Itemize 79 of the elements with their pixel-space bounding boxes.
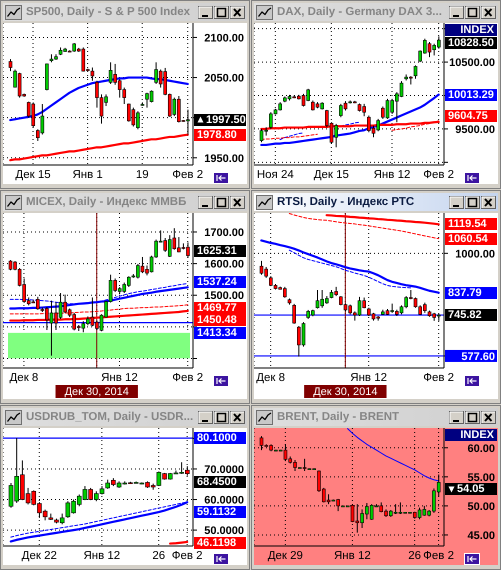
data-label: 10013.29 [445, 88, 497, 101]
x-tick-label: Дек 22 [22, 550, 57, 562]
data-label: 1978.80 [194, 128, 246, 141]
text: 10828.50 [448, 36, 494, 49]
y-tick-label: 1000.00 [455, 248, 495, 260]
y-tick-label: 2100.00 [204, 32, 244, 44]
data-label: 59.1132 [194, 506, 246, 518]
x-tick-label: Янв 12 [374, 169, 410, 181]
data-label: 1060.54 [445, 232, 497, 245]
x-tick-label: Янв 12 [101, 372, 138, 384]
line-series [347, 428, 440, 482]
x-tick-label: Фев 2 [172, 550, 203, 562]
y-tick-label: 50.0000 [204, 525, 244, 538]
x-tick-label: Янв 1 [72, 169, 103, 181]
data-label: 46.1198 [194, 536, 246, 549]
text: 1625.31 [197, 245, 237, 258]
x-tick-label: Фев 2 [172, 169, 204, 181]
x-tick-label: Дек 15 [314, 169, 349, 181]
candlestick [414, 64, 418, 80]
y-tick-label: 1950.00 [204, 152, 244, 165]
data-label: 1537.24 [194, 276, 246, 288]
data-label: 9604.75 [445, 110, 497, 122]
chart-title: SP500, Daily - S & P 500 Index [26, 5, 190, 19]
ref-line-label: 80.1000 [194, 432, 246, 444]
x-tick-label: Дек 30, 2014 [64, 386, 129, 398]
y-tick-label: 1500.00 [204, 290, 244, 302]
x-tick-label: Фев 2 [423, 372, 454, 384]
text: 1997.50 [206, 114, 246, 126]
x-tick-label: Фев 2 [423, 550, 454, 562]
line-series [9, 134, 189, 162]
x-tick-label: Дек 30, 2014 [313, 386, 378, 398]
candlestick [292, 303, 296, 324]
chart-title: DAX, Daily - Germany DAX 3... [277, 5, 442, 19]
y-tick-label: 45.00 [467, 530, 495, 542]
y-tick-label: 1700.00 [204, 226, 244, 239]
x-tick-label: Дек 15 [15, 169, 51, 181]
x-tick-label: Фев 2 [172, 372, 204, 384]
y-tick-label: 577.60 [461, 350, 495, 363]
data-label: 1119.54 [445, 218, 497, 230]
line-series [326, 214, 440, 226]
chart-title: BRENT, Daily - BRENT [277, 410, 400, 424]
y-tick-label: 1600.00 [204, 258, 244, 271]
text: 745.82 [448, 309, 482, 322]
chart-title: USDRUB_TOM, Daily - USDR... [26, 410, 194, 424]
x-tick-label: Ноя 24 [256, 169, 294, 181]
y-tick-label: 60.0000 [204, 494, 244, 507]
line-series [260, 239, 440, 294]
data-label: 1450.48 [194, 314, 246, 326]
y-tick-label: 60.00 [467, 442, 495, 455]
y-tick-label: 10500.00 [449, 57, 495, 70]
x-tick-label: 19 [136, 169, 149, 181]
y-tick-label: 70.0000 [204, 464, 244, 476]
y-tick-label: 2050.00 [204, 72, 244, 85]
text: 54.05 [457, 483, 485, 496]
text: 68.4500 [197, 476, 237, 488]
ref-line-label: 1413.34 [194, 327, 246, 340]
x-tick-label: Янв 12 [334, 550, 371, 562]
data-label: 1469.77 [194, 302, 246, 314]
x-tick-label: Фев 2 [423, 169, 454, 181]
line-series [288, 250, 412, 288]
y-tick-label: 55.00 [467, 472, 495, 484]
text: INDEX [445, 429, 497, 441]
x-tick-label: Дек 8 [10, 372, 38, 384]
x-tick-label: Янв 12 [350, 372, 388, 384]
chart-title: MICEX, Daily - Индекс ММВБ [26, 195, 186, 209]
x-tick-label: Дек 29 [268, 550, 303, 562]
line-series [288, 213, 440, 240]
x-tick-label: 26 [408, 550, 422, 562]
x-tick-label: Дек 8 [256, 372, 286, 384]
chart-title: RTSI, Daily - Индекс РТС [277, 195, 414, 209]
x-tick-label: 26 [152, 550, 166, 562]
text: INDEX [445, 24, 497, 36]
candlestick [8, 58, 12, 72]
x-tick-label: Янв 12 [83, 550, 120, 562]
y-tick-label: 50.00 [467, 500, 495, 513]
y-tick-label: 9500.00 [455, 124, 495, 136]
candlestick [168, 234, 172, 258]
line-series [260, 94, 440, 146]
data-label: 837.79 [445, 286, 497, 299]
